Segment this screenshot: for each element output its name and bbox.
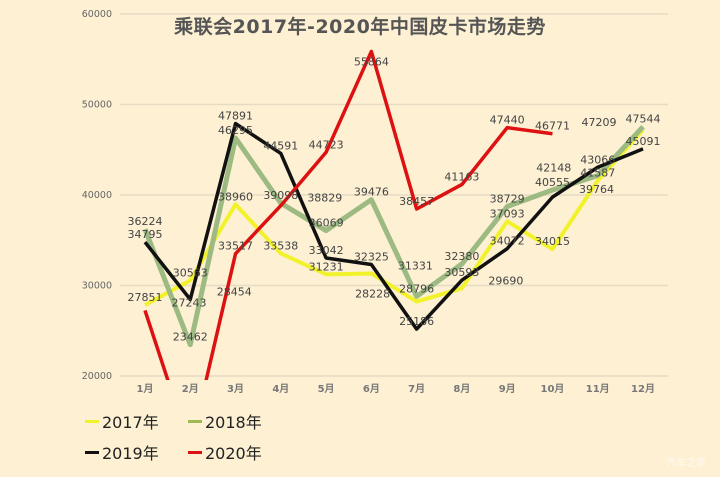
x-tick-label: 9月: [499, 383, 516, 395]
series-line-2017年: [144, 128, 645, 307]
data-label: 38457: [399, 195, 434, 208]
data-label: 33538: [263, 239, 298, 252]
x-tick-label: 1月: [137, 383, 154, 395]
data-label: 25186: [399, 315, 434, 328]
data-label: 43066: [580, 153, 615, 166]
legend-swatch: [85, 419, 99, 423]
x-tick-label: 7月: [408, 383, 425, 395]
legend-item-2017: 2017年: [85, 409, 159, 433]
x-tick-label: 4月: [272, 383, 289, 395]
legend-swatch: [188, 419, 202, 423]
data-label: 36224: [128, 215, 163, 228]
data-label: 39764: [579, 183, 614, 196]
y-tick-label: 60000: [82, 9, 112, 20]
data-label: 37093: [490, 207, 525, 220]
data-label: 38960: [218, 190, 253, 203]
data-label: 28796: [399, 282, 434, 295]
data-label: 41163: [444, 170, 479, 183]
y-tick-label: 40000: [82, 190, 112, 201]
series-line-2020年: [143, 49, 553, 380]
y-tick-label: 50000: [82, 100, 112, 111]
data-label: 31231: [309, 260, 344, 273]
x-tick-label: 12月: [631, 383, 655, 395]
legend-item-2018: 2018年: [188, 409, 262, 433]
data-label: 44723: [309, 138, 344, 151]
watermark: 汽车之家: [666, 458, 706, 469]
series-line-2019年: [143, 121, 644, 331]
data-label: 34795: [128, 228, 163, 241]
data-label: 23462: [173, 331, 208, 344]
data-label: 41587: [580, 167, 615, 180]
legend-swatch: [85, 450, 99, 454]
data-label: 47891: [218, 110, 253, 123]
data-label: 33042: [309, 244, 344, 257]
data-label: 40555: [535, 176, 570, 189]
data-label: 36069: [309, 217, 344, 230]
data-label: 33517: [218, 240, 253, 253]
data-label: 27851: [128, 291, 163, 304]
data-label: 34015: [535, 235, 570, 248]
data-label: 55864: [354, 55, 389, 68]
data-label: 47440: [490, 114, 525, 127]
legend-label: 2017年: [102, 413, 159, 432]
x-tick-label: 10月: [540, 383, 564, 395]
x-tick-label: 11月: [586, 383, 610, 395]
data-label: 38729: [490, 193, 525, 206]
x-tick-label: 2月: [182, 383, 199, 395]
data-label: 46771: [535, 120, 570, 133]
data-label: 32380: [444, 250, 479, 263]
data-label: 28228: [355, 288, 390, 301]
data-label: 30563: [173, 266, 208, 279]
data-label: 46295: [218, 124, 253, 137]
data-label: 45091: [626, 135, 661, 148]
data-label: 31331: [398, 259, 433, 272]
x-tick-label: 6月: [363, 383, 380, 395]
y-tick-label: 30000: [82, 281, 112, 292]
chart-title: 乘联会2017年-2020年中国皮卡市场走势: [174, 16, 546, 38]
legend-swatch: [188, 450, 202, 454]
legend-label: 2019年: [102, 444, 159, 463]
data-label: 47544: [626, 113, 661, 126]
data-label: 39098: [263, 189, 298, 202]
data-label: 32325: [354, 250, 389, 263]
data-label: 47209: [582, 116, 617, 129]
data-label: 27243: [172, 296, 207, 309]
data-label: 28454: [217, 285, 252, 298]
x-tick-label: 8月: [453, 383, 470, 395]
data-label: 39476: [354, 186, 389, 199]
data-label: 44591: [263, 139, 298, 152]
data-label: 30593: [444, 266, 479, 279]
legend-label: 2020年: [205, 444, 262, 463]
data-label: 34072: [490, 235, 525, 248]
data-label: 38829: [307, 192, 342, 205]
legend-label: 2018年: [205, 413, 262, 432]
x-tick-label: 3月: [227, 383, 244, 395]
legend-item-2020: 2020年: [188, 440, 262, 464]
legend-item-2019: 2019年: [85, 440, 159, 464]
series-line-2018年: [142, 125, 645, 348]
y-tick-label: 20000: [82, 371, 112, 382]
x-tick-label: 5月: [318, 383, 335, 395]
data-label: 29690: [488, 274, 523, 287]
data-label: 42148: [536, 162, 571, 175]
